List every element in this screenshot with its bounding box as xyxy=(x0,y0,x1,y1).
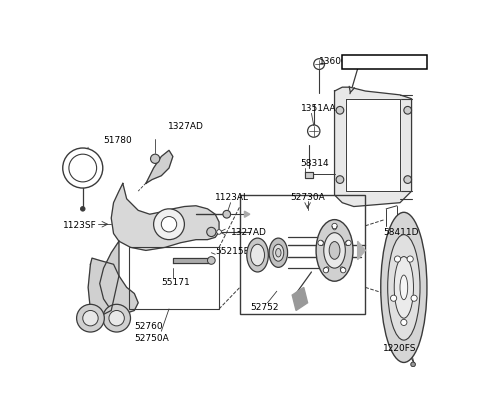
Ellipse shape xyxy=(316,220,353,282)
Text: 1123SF: 1123SF xyxy=(63,220,96,229)
Circle shape xyxy=(411,362,415,367)
Circle shape xyxy=(404,107,411,115)
Ellipse shape xyxy=(247,239,268,272)
Ellipse shape xyxy=(329,242,340,260)
Circle shape xyxy=(314,59,324,70)
Text: REF.58-583: REF.58-583 xyxy=(357,58,413,67)
Circle shape xyxy=(318,241,324,246)
Circle shape xyxy=(161,217,177,233)
Text: 1327AD: 1327AD xyxy=(230,228,266,237)
Polygon shape xyxy=(305,173,313,178)
Circle shape xyxy=(69,155,96,183)
Ellipse shape xyxy=(388,235,420,340)
Circle shape xyxy=(81,207,85,211)
Circle shape xyxy=(63,149,103,189)
Circle shape xyxy=(391,295,396,301)
Bar xyxy=(240,195,365,315)
Ellipse shape xyxy=(251,244,264,266)
Ellipse shape xyxy=(400,275,408,300)
Text: 55171: 55171 xyxy=(161,277,190,286)
Circle shape xyxy=(407,256,413,263)
Polygon shape xyxy=(335,88,411,207)
Circle shape xyxy=(336,176,344,184)
Ellipse shape xyxy=(269,239,288,268)
Circle shape xyxy=(151,155,160,164)
Polygon shape xyxy=(111,184,219,251)
Circle shape xyxy=(109,311,124,326)
Circle shape xyxy=(332,224,337,229)
Bar xyxy=(342,56,427,69)
Text: 55215B: 55215B xyxy=(215,246,250,255)
Text: 58314: 58314 xyxy=(300,159,328,168)
Circle shape xyxy=(395,256,401,263)
Circle shape xyxy=(336,107,344,115)
Text: 1351AA: 1351AA xyxy=(301,103,337,112)
Ellipse shape xyxy=(273,244,284,261)
Ellipse shape xyxy=(276,249,281,257)
Polygon shape xyxy=(358,242,365,260)
Polygon shape xyxy=(346,100,400,192)
Bar xyxy=(129,248,219,309)
Circle shape xyxy=(83,311,98,326)
Polygon shape xyxy=(244,211,250,218)
Text: 52760: 52760 xyxy=(134,322,163,330)
Text: 52730A: 52730A xyxy=(291,192,325,202)
Circle shape xyxy=(401,320,407,326)
Circle shape xyxy=(103,304,131,332)
Text: 1360CF: 1360CF xyxy=(319,57,354,66)
Circle shape xyxy=(77,304,104,332)
Text: 58411D: 58411D xyxy=(383,228,419,237)
Text: 1220FS: 1220FS xyxy=(383,343,417,352)
Circle shape xyxy=(346,241,351,246)
Text: 52750A: 52750A xyxy=(134,333,169,342)
Polygon shape xyxy=(292,288,308,311)
Circle shape xyxy=(411,295,417,301)
Circle shape xyxy=(323,268,329,273)
Text: 51780: 51780 xyxy=(104,136,132,145)
Circle shape xyxy=(207,228,216,237)
Ellipse shape xyxy=(324,233,345,268)
Circle shape xyxy=(207,257,215,265)
Polygon shape xyxy=(146,151,173,184)
Circle shape xyxy=(223,211,230,218)
Text: 1123AL: 1123AL xyxy=(215,192,249,202)
Circle shape xyxy=(154,209,184,240)
Polygon shape xyxy=(100,242,138,315)
Circle shape xyxy=(217,230,221,235)
Text: 1327AD: 1327AD xyxy=(168,122,204,131)
Circle shape xyxy=(340,268,346,273)
Text: 52752: 52752 xyxy=(250,302,278,311)
Polygon shape xyxy=(173,259,211,263)
Circle shape xyxy=(404,176,411,184)
Ellipse shape xyxy=(394,257,413,318)
Polygon shape xyxy=(88,259,119,315)
Circle shape xyxy=(308,126,320,138)
Ellipse shape xyxy=(381,213,427,363)
